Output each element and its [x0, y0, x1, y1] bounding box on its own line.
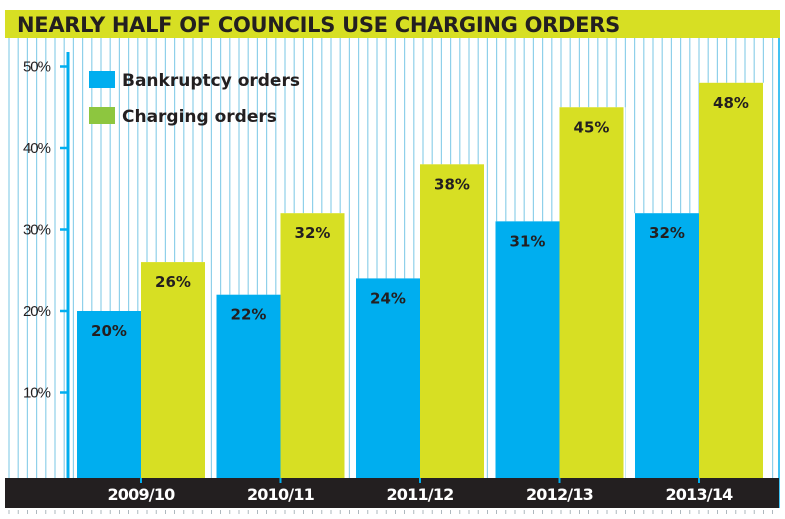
- title-band: NEARLY HALF OF COUNCILS USE CHARGING ORD…: [5, 10, 780, 38]
- data-label: 48%: [713, 94, 749, 112]
- legend-label: Bankruptcy orders: [122, 71, 300, 91]
- x-axis-band: [5, 478, 779, 508]
- chart-title: NEARLY HALF OF COUNCILS USE CHARGING ORD…: [17, 13, 620, 37]
- bar-charging-orders: [141, 262, 205, 478]
- data-labels-group: 20% 26% 22% 32% 24% 38% 31% 45% 32% 48%: [91, 94, 749, 340]
- data-label: 38%: [434, 175, 470, 193]
- bar-bankruptcy-orders: [216, 294, 281, 478]
- data-label: 45%: [574, 118, 610, 136]
- bar-charging-orders: [420, 164, 484, 479]
- y-tick-label: 10%: [23, 385, 51, 402]
- x-tick-label: 2013/14: [665, 485, 733, 504]
- y-tick-label: 30%: [23, 222, 51, 239]
- bar-charging-orders: [699, 82, 763, 479]
- x-axis: 2009/10 2010/11 2011/12 2012/13 2013/14: [5, 478, 779, 514]
- bars-group: [75, 82, 765, 479]
- y-tick-label: 20%: [23, 303, 51, 320]
- bar-bankruptcy-orders: [77, 311, 141, 478]
- data-label: 32%: [649, 224, 685, 242]
- data-label: 26%: [155, 273, 191, 291]
- legend-swatch: [89, 107, 115, 124]
- data-label: 24%: [370, 289, 406, 307]
- data-label: 22%: [231, 306, 267, 324]
- legend-swatch: [89, 71, 115, 88]
- bar-bankruptcy-orders: [495, 221, 560, 478]
- x-tick-label: 2012/13: [526, 485, 593, 504]
- bar-charging-orders: [559, 107, 624, 478]
- data-label: 31%: [510, 232, 546, 250]
- bar-charging-orders: [280, 213, 345, 478]
- y-tick-label: 50%: [23, 59, 51, 76]
- data-label: 32%: [295, 224, 331, 242]
- legend: Bankruptcy orders Charging orders: [89, 71, 300, 127]
- data-label: 20%: [91, 322, 127, 340]
- bar-bankruptcy-orders: [356, 278, 420, 478]
- x-tick-label: 2010/11: [247, 485, 315, 504]
- y-tick-label: 40%: [23, 140, 51, 157]
- y-axis: 10% 20% 30% 40% 50%: [23, 52, 70, 478]
- x-tick-label: 2011/12: [386, 485, 453, 504]
- legend-label: Charging orders: [122, 107, 277, 127]
- bar-bankruptcy-orders: [635, 213, 699, 478]
- x-tick-label: 2009/10: [107, 485, 175, 504]
